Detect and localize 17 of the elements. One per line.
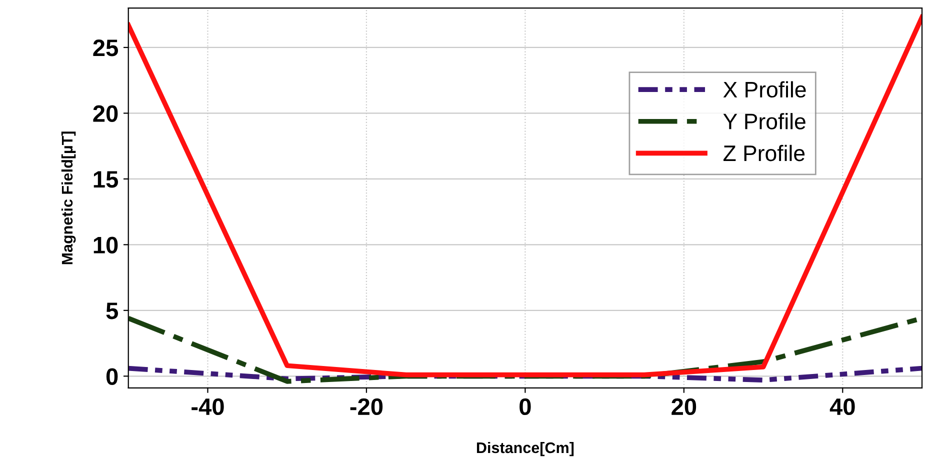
y-axis-title: Magnetic Field[µT] <box>61 132 76 264</box>
y-tick-label: 15 <box>94 171 118 188</box>
legend-label: Y Profile <box>723 113 806 130</box>
legend-label: X Profile <box>723 81 806 98</box>
y-tick-label: 20 <box>93 105 118 122</box>
y-tick-label: 0 <box>106 368 118 385</box>
y-tick-label: 5 <box>106 302 118 320</box>
y-tick-label: 25 <box>93 40 118 56</box>
x-tick-label: 20 <box>672 398 696 416</box>
x-tick-label: 0 <box>520 398 531 416</box>
x-tick-label: 40 <box>830 398 855 416</box>
y-tick-label: 10 <box>94 236 118 254</box>
x-tick-label: -20 <box>350 398 383 416</box>
legend-label: Z Profile <box>723 144 805 162</box>
line-series <box>128 14 922 378</box>
x-axis-title: Distance[Cm] <box>476 442 574 456</box>
x-tick-label: -40 <box>192 398 224 416</box>
